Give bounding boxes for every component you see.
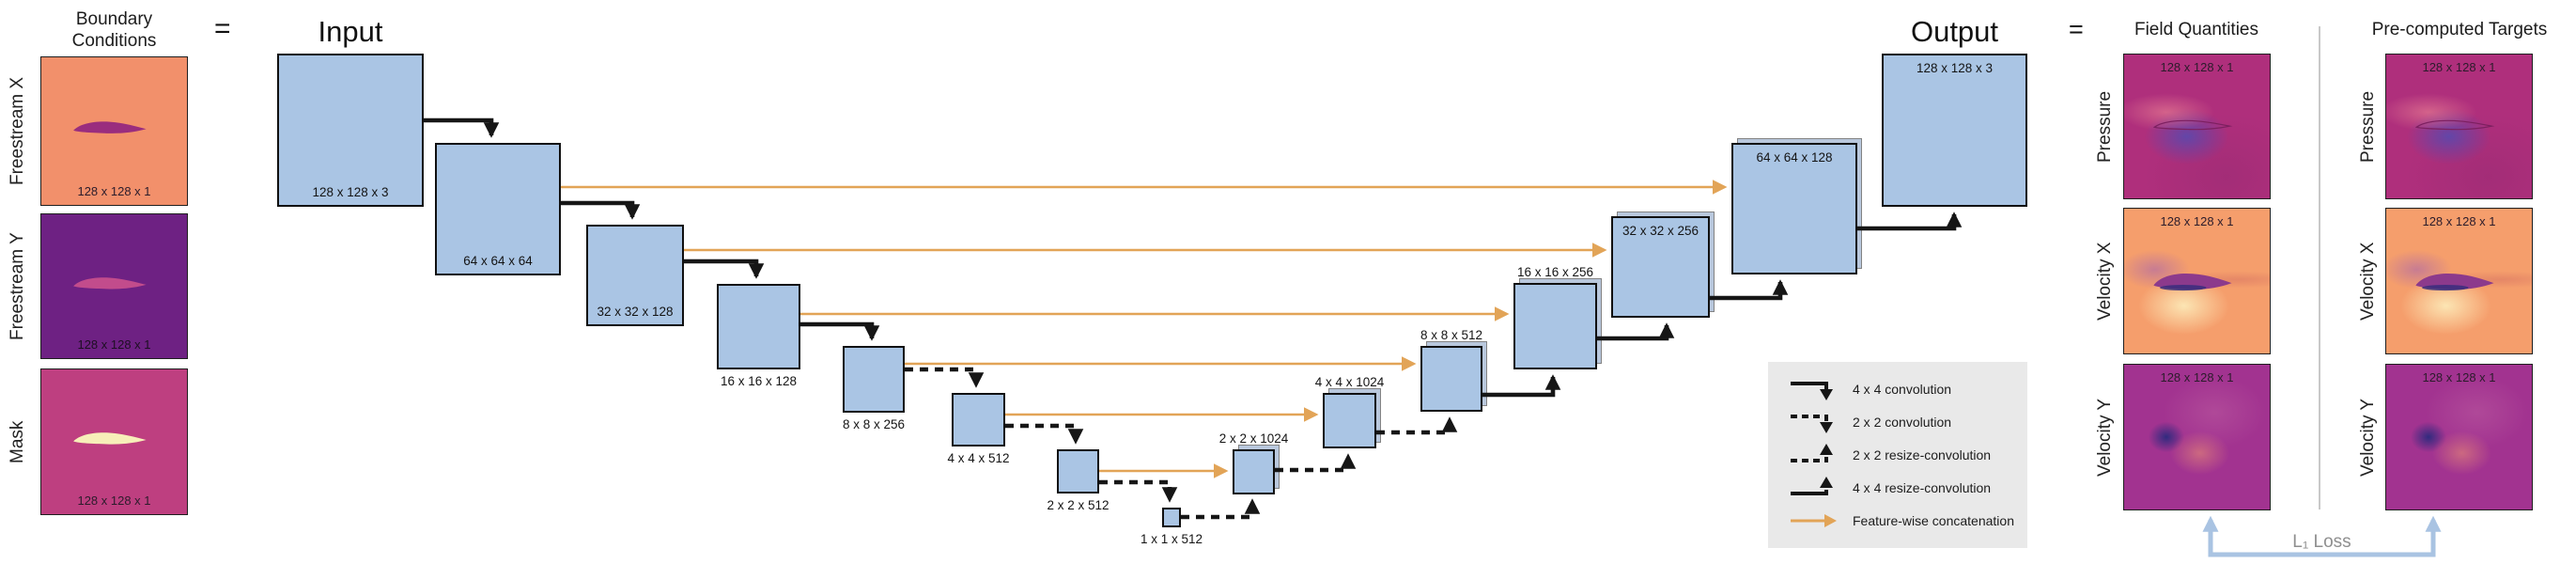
conv-2x2-arrows <box>905 367 1178 503</box>
legend-box: 4 x 4 convolution 2 x 2 convolution 2 x … <box>1768 362 2027 548</box>
legend-item: Feature-wise concatenation <box>1787 508 2027 534</box>
field-quantities-header: Field Quantities <box>2134 20 2258 39</box>
airfoil-silhouette-icon <box>2153 273 2232 290</box>
box-label: 8 x 8 x 512 <box>1420 328 1483 342</box>
freestream-y-label: Freestream Y <box>8 232 27 340</box>
airfoil-silhouette-icon <box>2415 120 2495 131</box>
legend-item: 4 x 4 resize-convolution <box>1787 475 2027 501</box>
l1-loss-label: L₁ Loss <box>2292 532 2351 552</box>
airfoil-silhouette-icon <box>2153 120 2233 131</box>
image-caption: 128 x 128 x 1 <box>2160 60 2234 74</box>
pressure-target-label: Pressure <box>2358 90 2378 163</box>
legend-item: 4 x 4 convolution <box>1787 376 2027 402</box>
velocity-y-field-image: 128 x 128 x 1 <box>2123 364 2271 510</box>
orange-right-arrow-icon <box>1791 513 1837 527</box>
velocity-x-label: Velocity X <box>2095 242 2115 321</box>
freestream-x-image: 128 x 128 x 1 <box>40 56 188 206</box>
unet-box-encoder-2: 2 x 2 x 512 <box>1047 449 1110 512</box>
pressure-label: Pressure <box>2095 90 2115 163</box>
box-label: 128 x 128 x 3 <box>312 185 389 199</box>
velocity-y-target-image: 128 x 128 x 1 <box>2385 364 2533 510</box>
box-label: 16 x 16 x 128 <box>720 374 798 388</box>
box-label: 1 x 1 x 512 <box>1140 532 1203 546</box>
velocity-y-target-label: Velocity Y <box>2358 398 2378 477</box>
freestream-y-image: 128 x 128 x 1 <box>40 213 188 359</box>
unet-box-decoder-2: 2 x 2 x 1024 <box>1219 431 1288 494</box>
unet-box-encoder-8: 8 x 8 x 256 <box>843 346 905 431</box>
solid-down-arrow-icon <box>1791 382 1833 401</box>
unet-box-decoder-32: 32 x 32 x 256 <box>1611 212 1715 318</box>
unet-box-decoder-4: 4 x 4 x 1024 <box>1315 375 1384 448</box>
box-label: 32 x 32 x 128 <box>597 305 674 319</box>
image-caption: 128 x 128 x 1 <box>2422 370 2496 384</box>
column-separator-line <box>2319 26 2320 509</box>
boundary-conditions-header: Boundary Conditions <box>71 9 157 51</box>
legend-label: Feature-wise concatenation <box>1853 512 2014 528</box>
unet-box-encoder-1: 1 x 1 x 512 <box>1141 508 1203 546</box>
airfoil-silhouette-icon <box>2415 273 2494 290</box>
box-label: 2 x 2 x 1024 <box>1218 431 1289 446</box>
unet-box-encoder-4: 4 x 4 x 512 <box>947 393 1010 465</box>
legend-item: 2 x 2 resize-convolution <box>1787 442 2027 468</box>
dashed-down-arrow-icon <box>1791 415 1833 434</box>
image-caption: 128 x 128 x 1 <box>77 494 151 508</box>
freestream-x-label: Freestream X <box>8 76 27 186</box>
box-label: 8 x 8 x 256 <box>842 417 906 431</box>
unet-box-output: 128 x 128 x 3 <box>1882 54 2027 207</box>
legend-label: 4 x 4 resize-convolution <box>1853 479 1992 495</box>
legend-item: 2 x 2 convolution <box>1787 409 2027 435</box>
airfoil-silhouette-icon <box>73 121 147 134</box>
image-caption: 128 x 128 x 1 <box>77 337 151 352</box>
precomputed-targets-header: Pre-computed Targets <box>2371 20 2548 39</box>
image-caption: 128 x 128 x 1 <box>77 184 151 198</box>
unet-box-encoder-32: 32 x 32 x 128 <box>586 225 684 326</box>
dashed-up-arrow-icon <box>1791 443 1833 462</box>
equals-sign-left: = <box>214 13 231 44</box>
mask-label: Mask <box>8 420 27 463</box>
solid-up-arrow-icon <box>1791 476 1833 495</box>
box-label: 64 x 64 x 128 <box>1756 150 1833 164</box>
box-label: 128 x 128 x 3 <box>1916 61 1994 75</box>
pressure-field-image: 128 x 128 x 1 <box>2123 54 2271 199</box>
unet-box-decoder-8: 8 x 8 x 512 <box>1420 328 1487 412</box>
image-caption: 128 x 128 x 1 <box>2422 214 2496 228</box>
image-caption: 128 x 128 x 1 <box>2422 60 2496 74</box>
airfoil-silhouette-icon <box>73 276 147 290</box>
velocity-x-field-image: 128 x 128 x 1 <box>2123 208 2271 354</box>
pressure-target-image: 128 x 128 x 1 <box>2385 54 2533 199</box>
box-label: 64 x 64 x 64 <box>463 254 533 268</box>
unet-box-input: 128 x 128 x 3 <box>277 54 424 207</box>
legend-label: 2 x 2 convolution <box>1853 415 1952 431</box>
unet-box-decoder-16: 16 x 16 x 256 <box>1513 265 1602 369</box>
box-label: 4 x 4 x 1024 <box>1314 375 1385 389</box>
unet-box-encoder-64: 64 x 64 x 64 <box>435 143 561 275</box>
legend-label: 2 x 2 resize-convolution <box>1853 446 1992 462</box>
velocity-x-target-label: Velocity X <box>2358 242 2378 321</box>
input-title: Input <box>318 15 383 48</box>
unet-box-encoder-16: 16 x 16 x 128 <box>717 284 800 388</box>
velocity-y-label: Velocity Y <box>2095 398 2115 477</box>
image-caption: 128 x 128 x 1 <box>2160 214 2234 228</box>
velocity-x-target-image: 128 x 128 x 1 <box>2385 208 2533 354</box>
box-label: 2 x 2 x 512 <box>1047 498 1110 512</box>
output-title: Output <box>1910 15 1999 48</box>
mask-image: 128 x 128 x 1 <box>40 368 188 515</box>
legend-label: 4 x 4 convolution <box>1853 382 1952 398</box>
unet-box-decoder-64: 64 x 64 x 128 <box>1731 138 1862 274</box>
box-label: 4 x 4 x 512 <box>947 451 1010 465</box>
box-label: 16 x 16 x 256 <box>1516 265 1594 279</box>
airfoil-silhouette-icon <box>73 432 147 445</box>
image-caption: 128 x 128 x 1 <box>2160 370 2234 384</box>
box-label: 32 x 32 x 256 <box>1622 224 1699 238</box>
equals-sign-right: = <box>2069 15 2084 43</box>
